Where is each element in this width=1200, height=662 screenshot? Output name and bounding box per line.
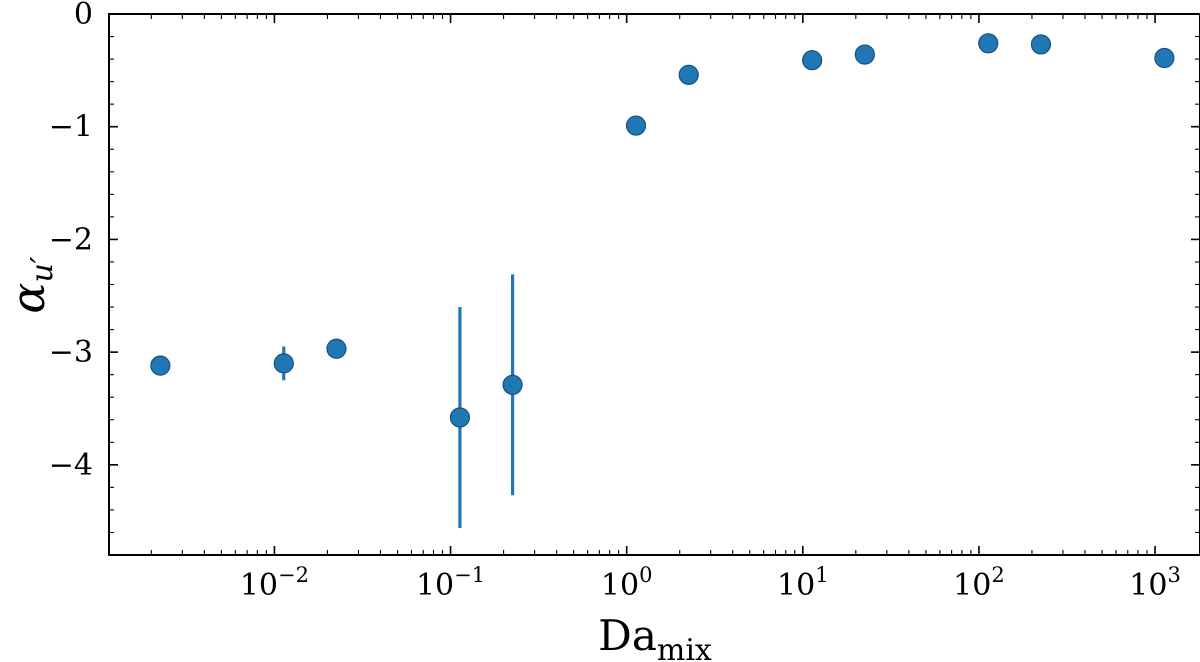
y-tick-label: −4 <box>49 448 93 483</box>
data-point <box>273 353 294 374</box>
x-axis-label: Damix <box>598 611 712 662</box>
y-axis-label-sub: u′ <box>25 256 60 282</box>
y-tick-label: −3 <box>49 335 93 370</box>
error-bars <box>282 274 515 528</box>
data-points <box>150 33 1175 428</box>
data-point <box>1030 34 1052 55</box>
data-point <box>625 115 647 136</box>
data-point <box>502 374 523 395</box>
data-point <box>978 33 999 54</box>
data-point <box>150 355 171 376</box>
x-tick-label-base: 10 <box>953 568 991 603</box>
x-tick-label-exponent: −2 <box>278 563 309 587</box>
x-tick-label: 101 <box>777 563 829 603</box>
y-tick-labels: 0 −1 −2 −3 −4 <box>49 0 93 483</box>
y-tick-label: −2 <box>49 222 93 257</box>
y-tick-label: −1 <box>49 110 93 145</box>
y-tick-label: 0 <box>74 0 93 32</box>
x-tick-label: 102 <box>953 563 1005 603</box>
x-axis-label-base: Da <box>598 611 657 660</box>
major-ticks <box>109 13 1200 555</box>
minor-ticks <box>109 14 1200 556</box>
x-tick-label-base: 10 <box>777 568 815 603</box>
x-tick-label: 103 <box>1129 563 1181 603</box>
x-tick-label-base: 10 <box>240 568 278 603</box>
x-tick-label-exponent: 1 <box>815 563 828 587</box>
data-point <box>802 50 823 71</box>
y-axis-label: αu′ <box>1 256 60 313</box>
y-axis-label-base: α <box>1 283 55 314</box>
x-tick-label-exponent: −1 <box>454 563 485 587</box>
data-point <box>326 338 347 359</box>
x-tick-label: 10−1 <box>416 563 485 603</box>
x-axis-label-sub: mix <box>657 633 712 662</box>
x-tick-label-exponent: 2 <box>991 563 1004 587</box>
x-tick-label-base: 10 <box>416 568 454 603</box>
plot-frame <box>108 13 1200 556</box>
data-point <box>854 44 875 65</box>
x-tick-label-exponent: 0 <box>639 563 652 587</box>
x-tick-labels: 10−2 10−1 100 101 102 103 <box>240 563 1181 603</box>
data-point <box>1154 47 1175 69</box>
x-tick-label: 100 <box>601 563 653 603</box>
x-tick-label-base: 10 <box>601 568 639 603</box>
data-point <box>449 407 471 428</box>
x-tick-label-base: 10 <box>1129 568 1167 603</box>
x-tick-label-exponent: 3 <box>1167 563 1180 587</box>
x-tick-label: 10−2 <box>240 563 309 603</box>
data-point <box>678 64 699 85</box>
